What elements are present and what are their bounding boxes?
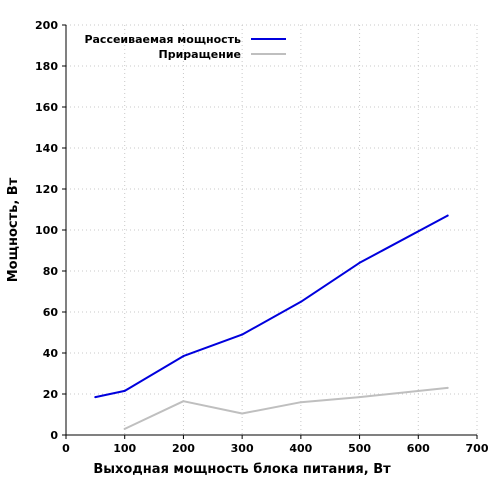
data-point xyxy=(358,261,361,264)
data-point xyxy=(446,214,449,217)
data-point xyxy=(123,427,126,430)
x-tick-label: 300 xyxy=(231,442,254,455)
y-tick-label: 160 xyxy=(35,101,58,114)
axes xyxy=(65,25,477,436)
x-tick-label: 400 xyxy=(289,442,312,455)
x-axis-title: Выходная мощность блока питания, Вт xyxy=(93,462,391,477)
legend-label: Рассеиваемая мощность xyxy=(84,33,241,46)
data-point xyxy=(241,333,244,336)
y-tick-label: 100 xyxy=(35,224,58,237)
series-line-1 xyxy=(94,214,449,399)
data-point xyxy=(446,386,449,389)
y-tick-label: 140 xyxy=(35,142,58,155)
y-tick-label: 180 xyxy=(35,60,58,73)
x-ticks: 0 100 200 300 400 500 600 700 xyxy=(62,435,489,455)
x-tick-label: 700 xyxy=(466,442,489,455)
y-tick-label: 60 xyxy=(43,306,59,319)
data-point xyxy=(123,389,126,392)
x-tick-label: 0 xyxy=(62,442,70,455)
data-point xyxy=(299,300,302,303)
y-ticks: 0 20 40 60 80 100 120 140 160 180 200 xyxy=(35,19,66,442)
x-tick-label: 500 xyxy=(348,442,371,455)
x-tick-label: 200 xyxy=(172,442,195,455)
y-tick-label: 0 xyxy=(50,429,58,442)
series-lines xyxy=(94,214,449,430)
y-tick-label: 80 xyxy=(43,265,59,278)
data-point xyxy=(182,400,185,403)
y-tick-label: 20 xyxy=(43,388,59,401)
y-tick-label: 40 xyxy=(43,347,59,360)
data-point xyxy=(299,401,302,404)
data-point xyxy=(94,396,97,399)
x-tick-label: 100 xyxy=(113,442,136,455)
data-point xyxy=(182,355,185,358)
y-tick-label: 200 xyxy=(35,19,58,32)
y-tick-label: 120 xyxy=(35,183,58,196)
legend: Рассеиваемая мощность Приращение xyxy=(84,33,286,61)
series-line-2 xyxy=(123,386,449,430)
grid xyxy=(66,24,478,435)
data-point xyxy=(358,396,361,399)
y-axis-title: Мощность, Вт xyxy=(6,177,21,282)
data-point xyxy=(241,412,244,415)
x-tick-label: 600 xyxy=(407,442,430,455)
legend-label: Приращение xyxy=(159,48,241,61)
